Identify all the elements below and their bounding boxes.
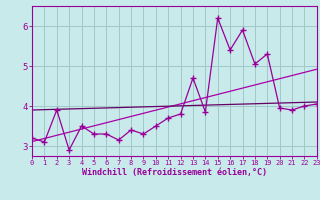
- X-axis label: Windchill (Refroidissement éolien,°C): Windchill (Refroidissement éolien,°C): [82, 168, 267, 177]
